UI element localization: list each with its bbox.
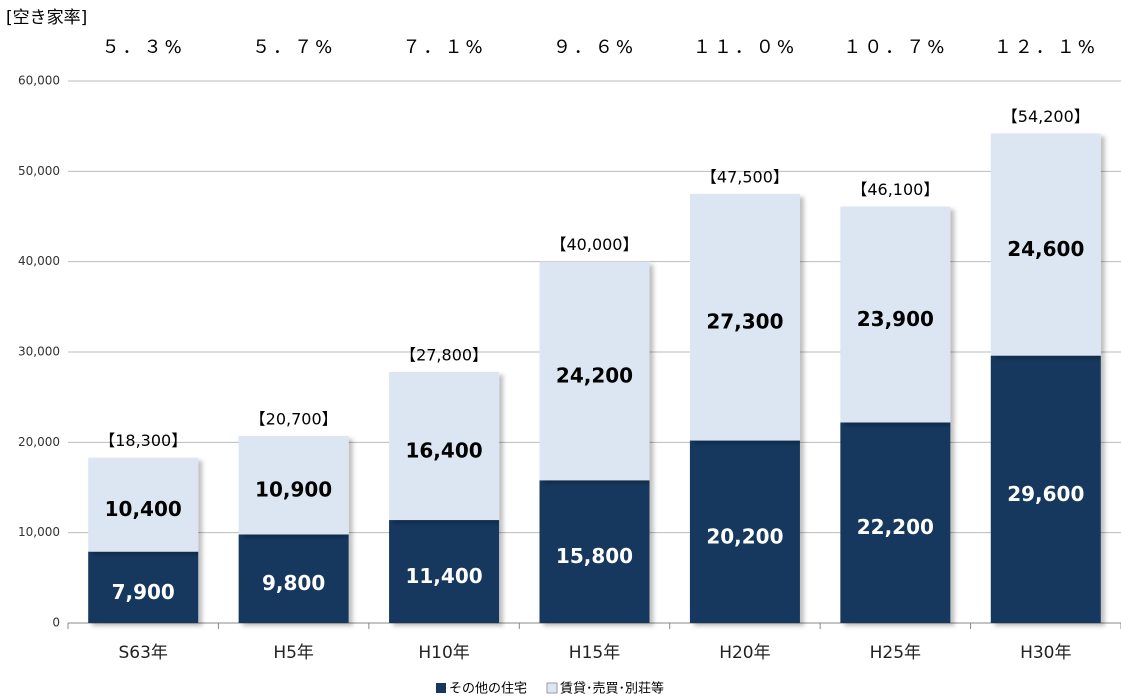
y-tick-label: 60,000: [18, 74, 60, 88]
x-tick-label: H15年: [569, 643, 620, 663]
total-label: 【20,700】: [250, 410, 338, 429]
segment-label: 11,400: [405, 564, 482, 588]
segment-label: 24,600: [1007, 237, 1084, 261]
bar-segment: [238, 534, 349, 623]
bar-segment: [88, 457, 199, 552]
segment-label: 24,200: [556, 363, 633, 387]
bar-segment: [539, 261, 650, 481]
total-label: 【27,800】: [400, 345, 488, 364]
rate-label: １０．７%: [843, 37, 947, 58]
legend-label: 賃貸･売買･別荘等: [560, 681, 664, 697]
bar-segment: [689, 193, 800, 441]
bar-segment: [990, 133, 1101, 356]
y-tick-label: 40,000: [18, 254, 60, 268]
segment-label: 10,900: [255, 478, 332, 502]
segment-label: 23,900: [857, 307, 934, 331]
segment-label: 9,800: [262, 571, 325, 595]
bar-segment: [238, 436, 349, 535]
segment-label: 10,400: [105, 497, 182, 521]
rate-label: １１．０%: [693, 37, 797, 58]
legend-label: その他の住宅: [449, 682, 527, 697]
y-tick-label: 50,000: [18, 164, 60, 178]
bar-segment: [689, 440, 800, 623]
y-tick-label: 10,000: [18, 525, 60, 539]
x-tick-label: H5年: [273, 643, 314, 663]
x-tick-label: H25年: [870, 643, 921, 663]
bar-segment: [389, 520, 500, 623]
bar-segment: [840, 206, 951, 423]
x-tick-label: H30年: [1020, 643, 1071, 663]
rate-label: ５．３%: [102, 37, 185, 58]
bar-segment: [539, 480, 650, 623]
y-tick-label: 20,000: [18, 435, 60, 449]
bar-segment: [990, 355, 1101, 623]
segment-label: 27,300: [706, 310, 783, 334]
rate-label: ７．１%: [403, 37, 486, 58]
total-label: 【54,200】: [1002, 107, 1090, 126]
legend-swatch: [546, 682, 558, 694]
total-label: 【47,500】: [701, 167, 789, 186]
rate-label: ９．６%: [553, 37, 636, 58]
segment-label: 7,900: [112, 580, 175, 604]
segment-label: 22,200: [857, 515, 934, 539]
x-tick-label: H20年: [719, 643, 770, 663]
bar-segment: [840, 422, 951, 623]
y-tick-label: 0: [52, 616, 60, 630]
legend-swatch: [436, 683, 446, 693]
bar-segment: [88, 551, 199, 623]
total-label: 【18,300】: [99, 431, 187, 450]
rate-label: １２．１%: [994, 37, 1098, 58]
total-label: 【40,000】: [551, 235, 639, 254]
segment-label: 20,200: [706, 524, 783, 548]
y-tick-label: 30,000: [18, 345, 60, 359]
rate-title: [空き家率]: [6, 8, 87, 28]
rate-label: ５．７%: [252, 37, 335, 58]
segment-label: 16,400: [405, 438, 482, 462]
x-tick-label: H10年: [418, 643, 469, 663]
total-label: 【46,100】: [851, 180, 939, 199]
segment-label: 29,600: [1007, 482, 1084, 506]
x-tick-label: S63年: [118, 643, 167, 663]
segment-label: 15,800: [556, 544, 633, 568]
bar-segment: [389, 371, 500, 521]
